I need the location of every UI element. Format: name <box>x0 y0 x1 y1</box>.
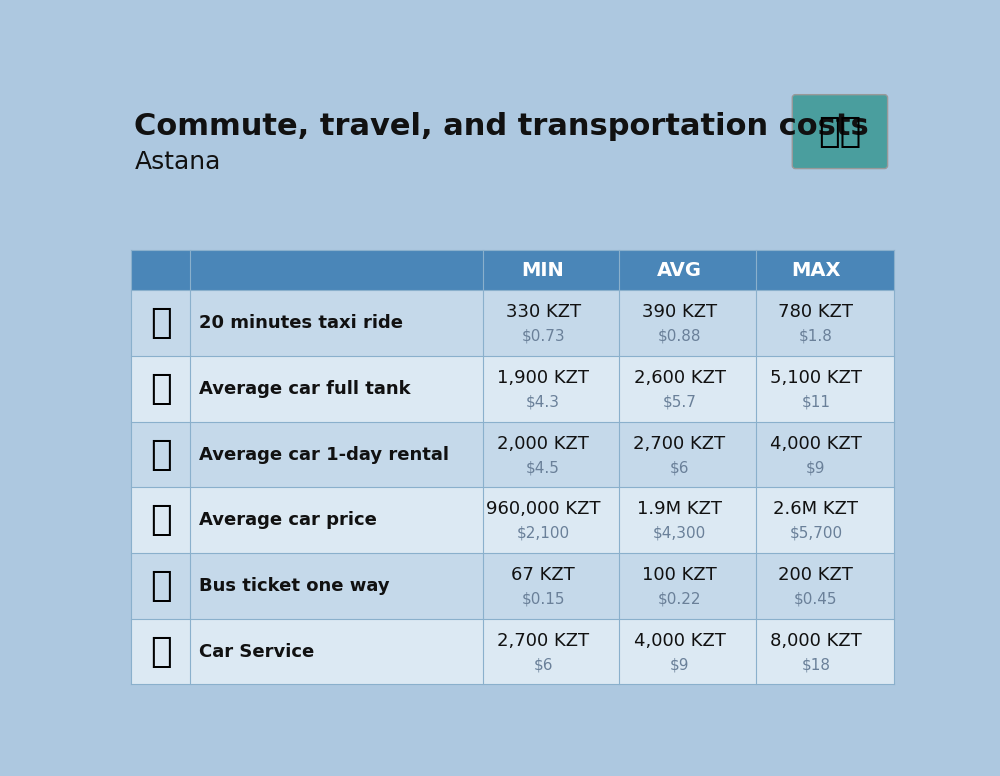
Text: $0.22: $0.22 <box>658 591 701 607</box>
Text: $1.8: $1.8 <box>799 329 833 344</box>
Text: 2,000 KZT: 2,000 KZT <box>497 435 589 452</box>
Text: $0.45: $0.45 <box>794 591 838 607</box>
Text: 4,000 KZT: 4,000 KZT <box>634 632 725 650</box>
Text: 330 KZT: 330 KZT <box>506 303 581 321</box>
FancyBboxPatch shape <box>792 95 888 168</box>
Text: $9: $9 <box>806 460 826 475</box>
FancyBboxPatch shape <box>131 487 894 553</box>
Text: 200 KZT: 200 KZT <box>778 566 853 584</box>
FancyBboxPatch shape <box>131 421 894 487</box>
Text: $0.73: $0.73 <box>521 329 565 344</box>
Text: 5,100 KZT: 5,100 KZT <box>770 369 862 387</box>
Text: $11: $11 <box>801 394 830 410</box>
Text: 🔧: 🔧 <box>150 635 171 669</box>
Text: $4.3: $4.3 <box>526 394 560 410</box>
Text: 960,000 KZT: 960,000 KZT <box>486 501 600 518</box>
Text: 2,700 KZT: 2,700 KZT <box>633 435 726 452</box>
FancyBboxPatch shape <box>131 553 894 618</box>
Text: $0.15: $0.15 <box>521 591 565 607</box>
FancyBboxPatch shape <box>131 250 894 290</box>
FancyBboxPatch shape <box>131 618 894 684</box>
FancyBboxPatch shape <box>131 290 894 356</box>
Text: 🚗: 🚗 <box>150 503 171 537</box>
Text: MIN: MIN <box>522 261 564 279</box>
Text: $18: $18 <box>801 657 830 672</box>
Text: 1.9M KZT: 1.9M KZT <box>637 501 722 518</box>
Text: 2,600 KZT: 2,600 KZT <box>634 369 726 387</box>
Text: $5.7: $5.7 <box>663 394 696 410</box>
Text: 🇰🇿: 🇰🇿 <box>818 115 862 149</box>
Text: 1,900 KZT: 1,900 KZT <box>497 369 589 387</box>
Text: $5,700: $5,700 <box>789 526 842 541</box>
Text: Average car price: Average car price <box>199 511 377 529</box>
Text: 390 KZT: 390 KZT <box>642 303 717 321</box>
Text: Car Service: Car Service <box>199 643 315 660</box>
FancyBboxPatch shape <box>131 356 894 421</box>
Text: 4,000 KZT: 4,000 KZT <box>770 435 862 452</box>
Text: 100 KZT: 100 KZT <box>642 566 717 584</box>
Text: AVG: AVG <box>657 261 702 279</box>
Text: ⛽: ⛽ <box>150 372 171 406</box>
Text: 20 minutes taxi ride: 20 minutes taxi ride <box>199 314 403 332</box>
Text: $2,100: $2,100 <box>517 526 570 541</box>
Text: $6: $6 <box>670 460 689 475</box>
Text: $4.5: $4.5 <box>526 460 560 475</box>
Text: 2.6M KZT: 2.6M KZT <box>773 501 858 518</box>
Text: $9: $9 <box>670 657 689 672</box>
Text: Bus ticket one way: Bus ticket one way <box>199 577 390 595</box>
Text: 67 KZT: 67 KZT <box>511 566 575 584</box>
Text: 2,700 KZT: 2,700 KZT <box>497 632 589 650</box>
Text: 🚙: 🚙 <box>150 438 171 472</box>
Text: MAX: MAX <box>791 261 841 279</box>
Text: 🚌: 🚌 <box>150 569 171 603</box>
Text: Average car full tank: Average car full tank <box>199 379 411 398</box>
Text: Astana: Astana <box>134 150 221 174</box>
Text: 8,000 KZT: 8,000 KZT <box>770 632 862 650</box>
Text: 780 KZT: 780 KZT <box>778 303 853 321</box>
Text: $4,300: $4,300 <box>653 526 706 541</box>
Text: Average car 1-day rental: Average car 1-day rental <box>199 445 449 463</box>
Text: $6: $6 <box>533 657 553 672</box>
Text: 🚕: 🚕 <box>150 306 171 340</box>
Text: Commute, travel, and transportation costs: Commute, travel, and transportation cost… <box>134 112 869 140</box>
Text: $0.88: $0.88 <box>658 329 701 344</box>
